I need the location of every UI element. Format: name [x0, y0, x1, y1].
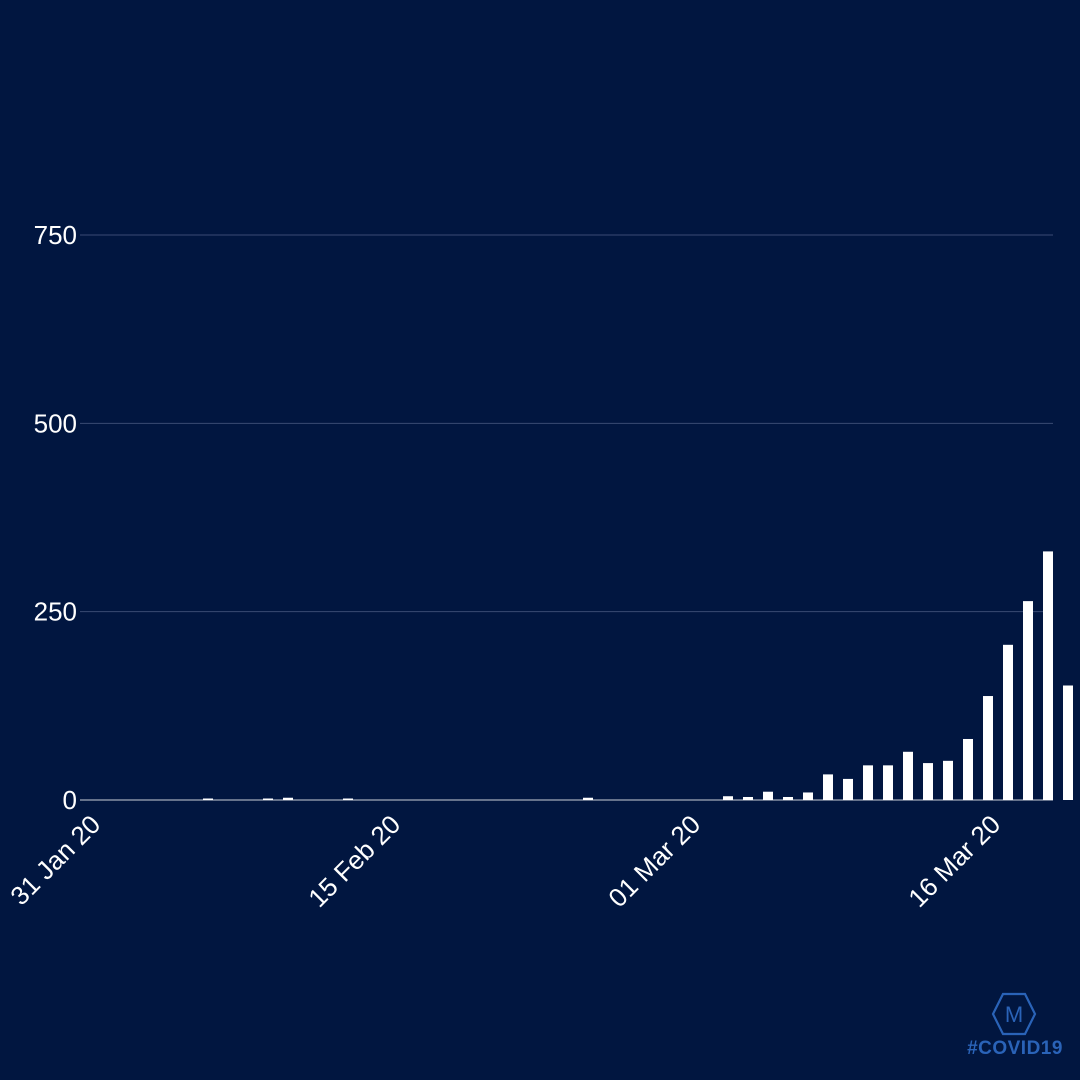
bar — [963, 738, 973, 800]
y-tick-label: 750 — [34, 220, 77, 250]
bar — [723, 796, 733, 800]
y-tick-label: 0 — [63, 785, 77, 815]
bar — [343, 798, 353, 800]
hexagon-m-icon: M — [991, 992, 1037, 1036]
bar — [1023, 601, 1033, 800]
logo-hashtag: #COVID19 — [967, 1038, 1063, 1059]
bar — [843, 778, 853, 800]
gridlines — [80, 234, 1053, 801]
bar — [1043, 551, 1053, 800]
x-tick-label: 16 Mar 20 — [902, 809, 1006, 913]
bar — [203, 798, 213, 800]
bar — [763, 791, 773, 800]
x-tick-label: 01 Mar 20 — [602, 809, 706, 913]
bar — [903, 751, 913, 800]
x-tick-label: 31 Jan 20 — [4, 809, 106, 911]
bar — [823, 774, 833, 800]
bar — [743, 796, 753, 800]
y-tick-label: 500 — [34, 408, 77, 438]
bar — [263, 798, 273, 800]
bar — [943, 760, 953, 800]
bar — [883, 765, 893, 800]
bar — [923, 763, 933, 800]
bar — [1003, 644, 1013, 800]
bar — [583, 797, 593, 800]
bar — [1063, 685, 1073, 800]
x-axis-tick-labels: 31 Jan 20 15 Feb 20 01 Mar 20 16 Mar 20 — [4, 809, 1006, 913]
bar — [783, 796, 793, 800]
bar — [863, 765, 873, 800]
bar — [803, 792, 813, 800]
bars — [203, 551, 1073, 800]
bar — [283, 797, 293, 800]
covid19-logo: M #COVID19 — [960, 992, 1070, 1068]
bar — [983, 696, 993, 800]
y-tick-label: 250 — [34, 597, 77, 627]
logo-letter: M — [1005, 1002, 1023, 1027]
x-tick-label: 15 Feb 20 — [302, 809, 406, 913]
y-axis-tick-labels: 0 250 500 750 — [34, 220, 77, 815]
